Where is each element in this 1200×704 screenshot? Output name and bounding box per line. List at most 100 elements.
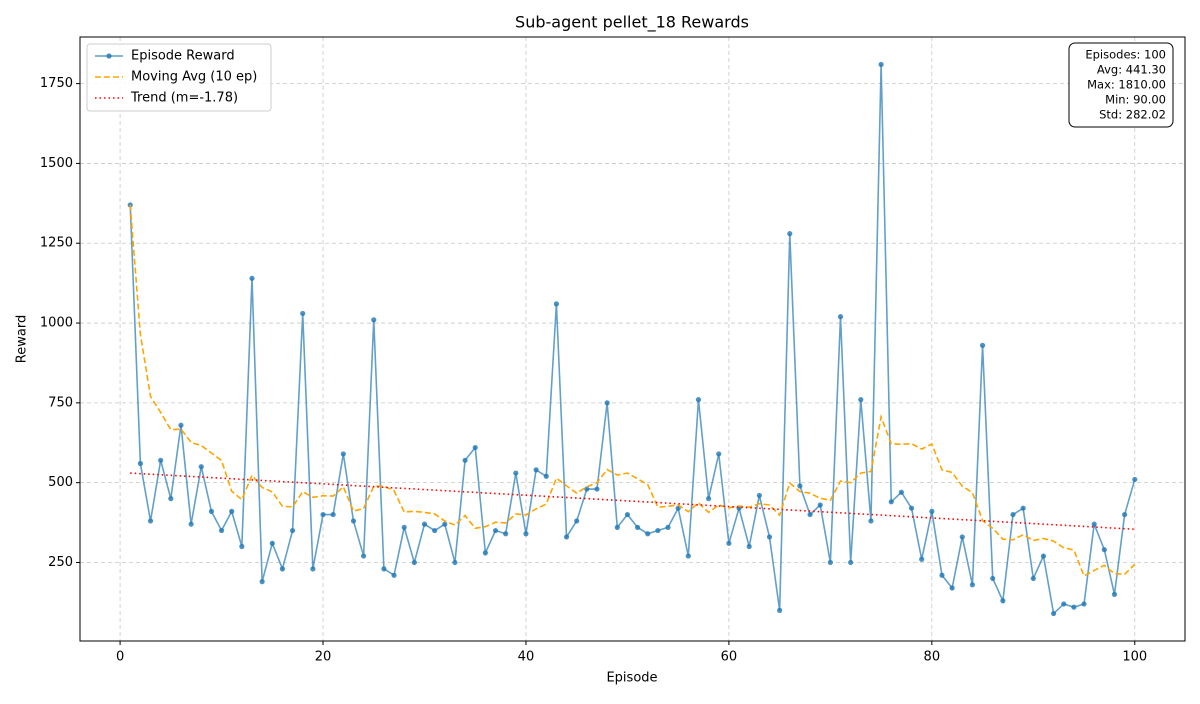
point [756,492,762,499]
stats-text: Min: 90.00 [1105,93,1166,107]
y-tick-label: 500 [48,475,73,490]
point [624,511,631,518]
point [837,314,844,320]
stats-text: Max: 1810.00 [1087,78,1166,92]
x-tick-label: 40 [518,650,535,665]
x-axis-label: Episode [606,671,657,686]
point [979,342,986,348]
point [300,310,306,317]
y-tick-label: 1500 [40,156,73,171]
point [939,572,945,578]
point [655,527,661,534]
point [279,566,286,572]
point [361,553,367,559]
point [411,559,417,566]
point [1071,604,1077,610]
point [614,524,620,530]
point [432,527,438,534]
point [513,470,519,476]
legend-marker [106,53,112,59]
point [239,543,245,550]
point [604,400,610,406]
y-tick-label: 1250 [40,236,73,251]
point [188,521,194,527]
x-tick-label: 100 [1122,650,1147,665]
point [878,61,884,68]
point [584,486,590,492]
point [259,579,265,585]
x-tick-label: 80 [924,650,941,665]
point [533,467,539,473]
point [391,572,397,578]
point [1132,476,1138,483]
point [482,550,488,556]
point [706,496,712,502]
point [594,486,600,492]
point [675,505,681,511]
point [523,531,529,537]
point [218,527,225,534]
point [574,518,580,524]
plot-frame [79,36,1186,642]
stats-text: Episodes: 100 [1085,48,1166,62]
point [472,444,478,451]
point [168,496,174,502]
point [1122,511,1128,518]
y-axis-label: Reward [15,315,30,363]
y-tick-label: 1000 [40,316,73,331]
point [634,524,641,530]
point [208,508,215,514]
point [1030,575,1036,582]
point [888,499,894,505]
point [229,508,235,514]
point [1040,553,1047,559]
stats-text: Avg: 441.30 [1097,63,1166,77]
point [543,473,549,479]
point [452,559,458,566]
point [726,540,732,546]
point [563,534,570,540]
point [249,275,255,281]
point [746,543,752,550]
point [929,508,935,514]
point [198,464,204,470]
stats-box [1068,42,1174,128]
point [787,231,793,237]
point [797,483,803,489]
point [807,511,813,518]
point [310,566,316,572]
point [777,607,783,613]
legend-box [86,43,272,112]
point [1000,598,1006,604]
legend-label: Episode Reward [131,49,235,64]
point [1091,521,1097,527]
point [1101,547,1107,553]
point [716,451,722,457]
point [685,553,691,559]
y-tick-label: 750 [48,395,73,410]
point [492,527,499,534]
point [817,502,823,508]
stats-text: Std: 282.02 [1099,108,1166,122]
point [503,531,509,537]
point [1050,610,1057,617]
point [350,518,357,524]
point [178,422,184,428]
point [959,534,965,540]
point [868,518,874,524]
point [969,582,976,588]
point [462,457,468,463]
point [442,521,448,527]
point [553,301,559,307]
chart-title: Sub-agent pellet_18 Rewards [515,13,749,33]
point [1111,591,1118,597]
y-tick-label: 250 [48,555,73,570]
point [1020,505,1026,511]
point [1061,601,1067,607]
point [766,534,773,540]
point [371,317,377,323]
point [289,527,296,534]
x-tick-label: 60 [721,650,738,665]
legend-label: Trend (m=-1.78) [130,91,238,106]
